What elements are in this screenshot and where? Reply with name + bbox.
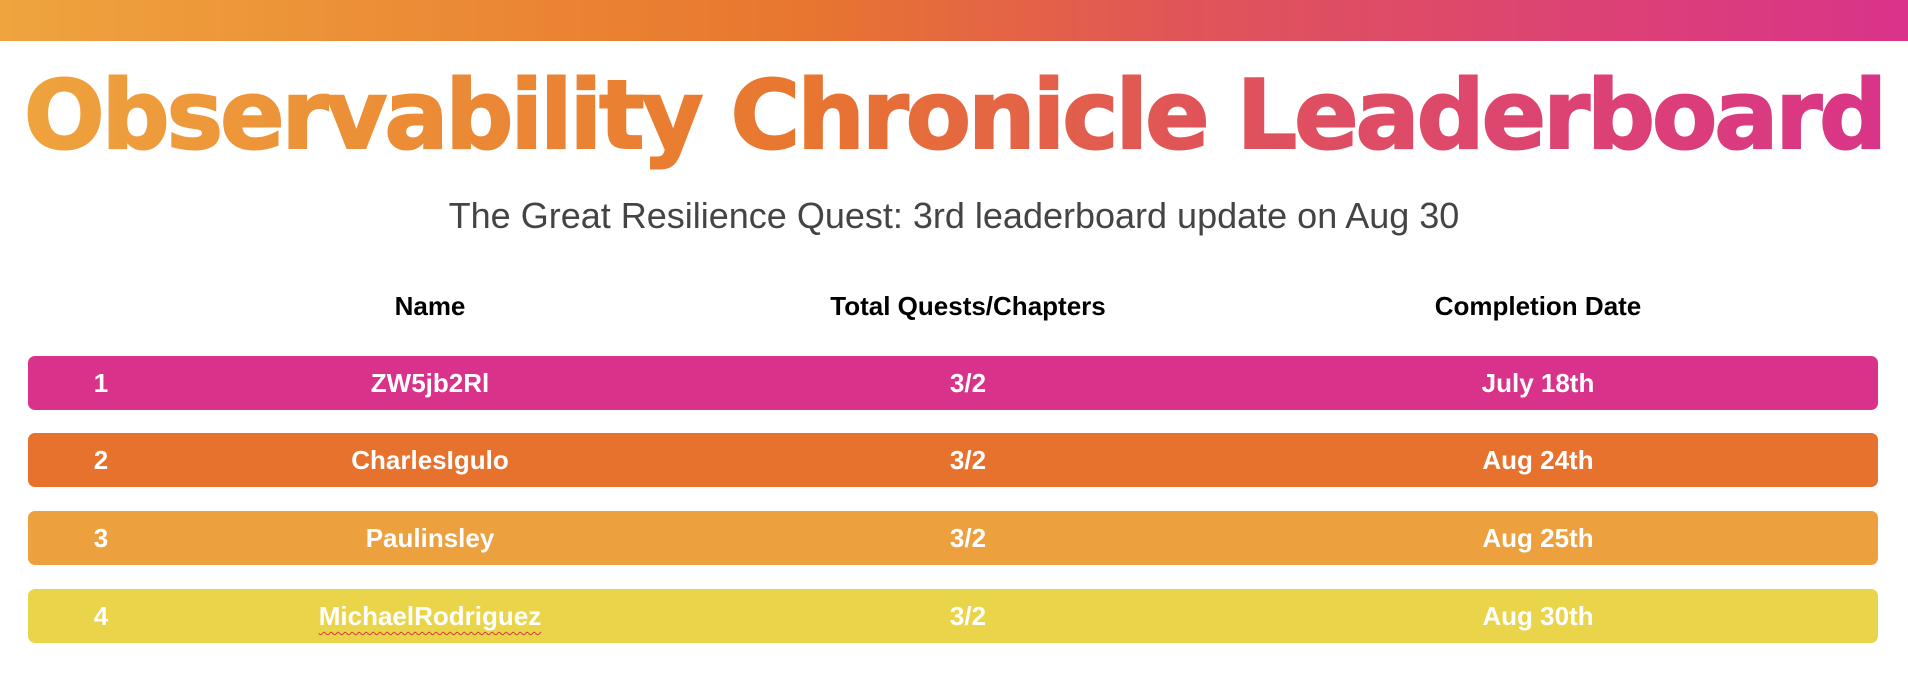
- row-date: July 18th: [1481, 368, 1595, 398]
- leaderboard-row-4: 4 MichaelRodriguez 3/2 Aug 30th: [28, 589, 1878, 643]
- page-subtitle: The Great Resilience Quest: 3rd leaderbo…: [448, 195, 1460, 236]
- row-date: Aug 24th: [1482, 445, 1594, 475]
- row-total: 3/2: [949, 445, 987, 475]
- row-total: 3/2: [949, 368, 987, 398]
- row-date: Aug 30th: [1482, 601, 1594, 631]
- row-name: ZW5jb2Rl: [370, 368, 490, 398]
- row-rank: 1: [93, 368, 109, 398]
- row-name-text: MichaelRodriguez: [318, 601, 542, 631]
- row-total: 3/2: [949, 523, 987, 553]
- column-header-date: Completion Date: [1434, 291, 1642, 321]
- row-rank: 2: [93, 445, 109, 475]
- page-title: Observability Chronicle Leaderboard: [0, 56, 1908, 176]
- row-rank: 4: [93, 601, 109, 631]
- row-name: Paulinsley: [365, 523, 495, 553]
- row-date: Aug 25th: [1482, 523, 1594, 553]
- column-header-total: Total Quests/Chapters: [830, 291, 1106, 321]
- row-rank: 3: [93, 523, 109, 553]
- row-total: 3/2: [949, 601, 987, 631]
- leaderboard-row-1: 1 ZW5jb2Rl 3/2 July 18th: [28, 356, 1878, 410]
- column-header-name: Name: [394, 291, 466, 321]
- leaderboard-row-2: 2 CharlesIgulo 3/2 Aug 24th: [28, 433, 1878, 487]
- row-name: MichaelRodriguez: [180, 589, 680, 643]
- top-gradient-bar: [0, 0, 1908, 41]
- row-name: CharlesIgulo: [351, 445, 509, 475]
- leaderboard-row-3: 3 Paulinsley 3/2 Aug 25th: [28, 511, 1878, 565]
